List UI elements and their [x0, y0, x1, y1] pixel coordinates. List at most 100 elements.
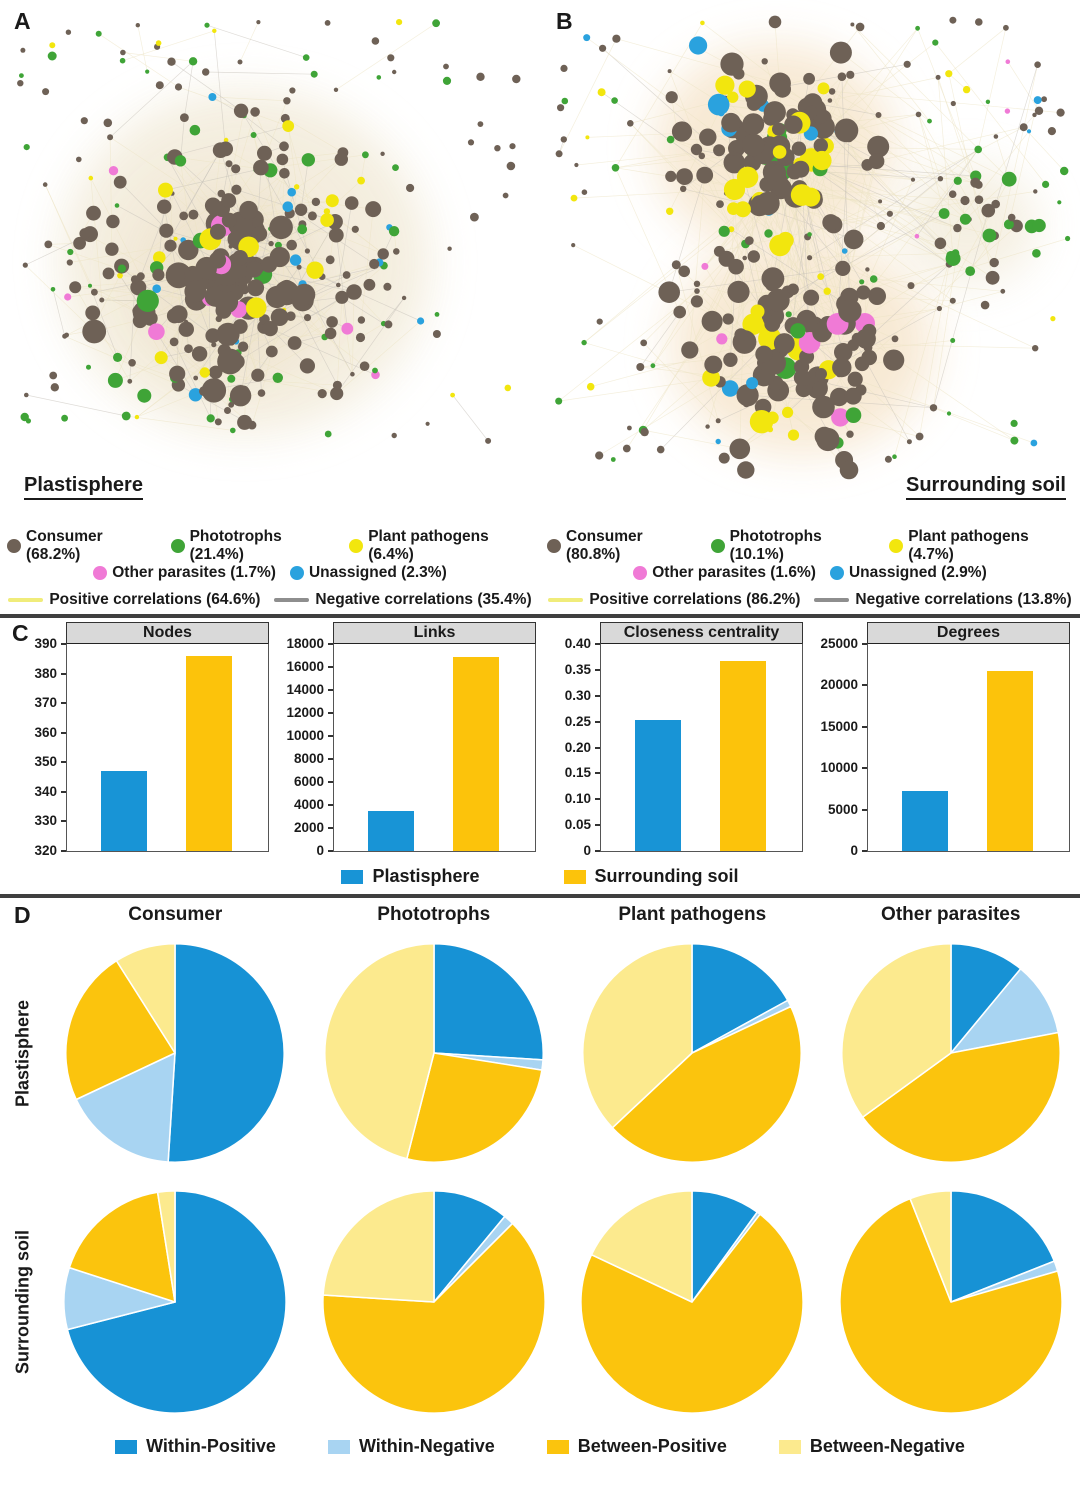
y-axis-tick-label: 10000: [286, 728, 324, 743]
chart-plot-area: [333, 643, 536, 852]
y-axis-tick-mark: [595, 824, 600, 827]
y-axis-tick-mark: [595, 643, 600, 645]
y-axis-tick-label: 25000: [820, 636, 858, 651]
network-legend-surrounding-soil: Consumer (80.8%) Phototrophs (10.1%) Plant…: [540, 528, 1080, 614]
section-divider: [0, 894, 1080, 898]
pie-cell: [563, 930, 822, 1176]
legend-label: Positive correlations (64.6%): [49, 590, 261, 608]
legend-color-swatch: [546, 1439, 569, 1454]
legend-color-swatch: [341, 869, 364, 884]
network-legend-plastisphere: Consumer (68.2%) Phototrophs (21.4%) Plant…: [0, 528, 540, 614]
bar-surrounding-soil: [986, 671, 1033, 851]
legend-label: Plastisphere: [372, 866, 480, 886]
bar-plastisphere: [902, 790, 949, 851]
d-legend-item-between-positive: Between-Positive: [546, 1436, 727, 1457]
legend-label: Unassigned (2.3%): [308, 563, 447, 581]
network-graph-surrounding-soil: [555, 15, 1071, 480]
y-axis-tick-label: 330: [34, 813, 57, 829]
y-axis-tick-label: 10000: [820, 760, 858, 776]
correlation-line-swatch: [8, 597, 44, 602]
node-color-dot: [829, 565, 844, 580]
pie-cell: [822, 1176, 1080, 1428]
y-axis-tick-mark: [595, 772, 600, 775]
node-color-dot: [170, 538, 185, 553]
y-axis-tick-label: 0: [850, 843, 858, 858]
y-axis-tick-mark: [328, 643, 333, 645]
panel-c-label: C: [12, 620, 29, 646]
pie-chart-surrounding-soil-other-parasites: [838, 1190, 1063, 1414]
pie-column-header-plant-pathogens: Plant pathogens: [618, 904, 767, 925]
y-axis-tick-mark: [61, 761, 66, 764]
d-legend-item-within-positive: Within-Positive: [115, 1436, 276, 1457]
legend-label: Between-Positive: [577, 1436, 727, 1456]
bar-surrounding-soil: [452, 656, 499, 851]
node-color-dot: [7, 538, 21, 553]
d-legend-item-within-negative: Within-Negative: [327, 1436, 495, 1457]
legend-row: Other parasites (1.7%) Unassigned (2.3%): [0, 559, 540, 586]
legend-row: Positive correlations (86.2%) Negative co…: [540, 586, 1080, 613]
y-axis-tick-mark: [328, 689, 333, 691]
y-axis-tick-label: 5000: [827, 801, 858, 817]
legend-color-swatch: [327, 1439, 350, 1454]
y-axis-tick-label: 320: [34, 843, 57, 858]
chart-title: Degrees: [867, 622, 1070, 644]
y-axis-tick-label: 20000: [820, 677, 858, 693]
y-axis-tick-label: 6000: [293, 774, 324, 789]
y-axis-tick-mark: [61, 850, 66, 852]
y-axis-tick-mark: [328, 781, 333, 783]
y-axis-tick-mark: [61, 731, 66, 734]
chart-title: Nodes: [66, 622, 269, 644]
y-axis-tick-label: 16000: [286, 659, 324, 674]
bar-plastisphere: [635, 720, 682, 851]
chart-title: Links: [333, 622, 536, 644]
pie-cell: [46, 1176, 305, 1428]
node-color-dot: [289, 565, 304, 580]
legend-color-swatch: [778, 1439, 801, 1454]
y-axis-tick-label: 4000: [293, 797, 324, 812]
legend-item-positive-correlations: Positive correlations (86.2%): [548, 591, 800, 609]
y-axis-tick-label: 15000: [820, 718, 858, 734]
y-axis-tick-label: 0.15: [564, 765, 591, 781]
y-axis-tick-label: 380: [34, 665, 57, 681]
y-axis-tick-mark: [862, 684, 867, 687]
y-axis-tick-label: 340: [34, 783, 57, 799]
bar-chart-closeness-centrality: Closeness centrality 0 0.05 0.10 0.15 0.20 0.2…: [548, 622, 805, 860]
section-divider: [0, 614, 1080, 618]
pie-column-header-consumer: Consumer: [128, 904, 223, 925]
y-axis-tick-mark: [328, 758, 333, 760]
y-axis-tick-mark: [862, 850, 867, 852]
pie-chart-surrounding-soil-consumer: [63, 1190, 288, 1414]
pie-column-header-phototrophs: Phototrophs: [377, 904, 491, 925]
network-panels: A B Plastisphere Surrounding soil: [0, 0, 1080, 528]
pie-cell: [822, 930, 1080, 1176]
chart-plot-area: [867, 643, 1070, 852]
pie-chart-plastisphere-other-parasites: [840, 942, 1061, 1164]
network-title-surrounding-soil: Surrounding soil: [906, 474, 1066, 500]
y-axis-tick-label: 14000: [286, 682, 324, 697]
legend-item-other-parasites: Other parasites (1.6%): [633, 564, 816, 582]
y-axis-tick-mark: [328, 850, 333, 852]
chart-title: Closeness centrality: [600, 622, 803, 644]
y-axis-tick-mark: [328, 804, 333, 806]
legend-label: Between-Negative: [809, 1436, 965, 1456]
legend-item-consumer: Consumer (68.2%): [7, 528, 157, 564]
legend-label: Plant pathogens (6.4%): [368, 527, 489, 563]
panel-a-label: A: [14, 8, 31, 34]
y-axis-tick-mark: [328, 827, 333, 829]
network-legends: Consumer (68.2%) Phototrophs (21.4%) Plant…: [0, 528, 1080, 614]
y-axis-tick-mark: [328, 735, 333, 737]
legend-item-phototrophs: Phototrophs (10.1%): [710, 528, 876, 564]
y-axis-tick-label: 2000: [293, 820, 324, 835]
y-axis-tick-mark: [61, 643, 66, 645]
pie-chart-surrounding-soil-phototrophs: [321, 1190, 546, 1414]
pie-chart-plastisphere-phototrophs: [323, 942, 544, 1163]
legend-item-plant-pathogens: Plant pathogens (4.7%): [889, 528, 1073, 564]
pie-cell: [46, 930, 305, 1176]
pie-chart-plastisphere-plant-pathogens: [582, 942, 803, 1163]
legend-item-other-parasites: Other parasites (1.7%): [93, 564, 276, 582]
y-axis-tick-label: 0: [583, 843, 591, 858]
correlation-line-swatch: [274, 597, 310, 602]
y-axis-tick-label: 360: [34, 724, 57, 740]
c-legend-item-surrounding-soil: Surrounding soil: [563, 866, 739, 887]
correlation-line-swatch: [814, 597, 850, 602]
